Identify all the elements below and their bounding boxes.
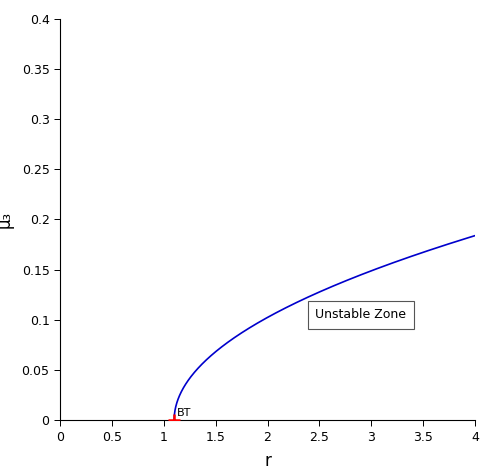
Text: BT: BT [177,408,192,418]
X-axis label: r: r [264,452,271,467]
Text: Unstable Zone: Unstable Zone [316,308,406,321]
Y-axis label: μ₃: μ₃ [0,211,13,228]
